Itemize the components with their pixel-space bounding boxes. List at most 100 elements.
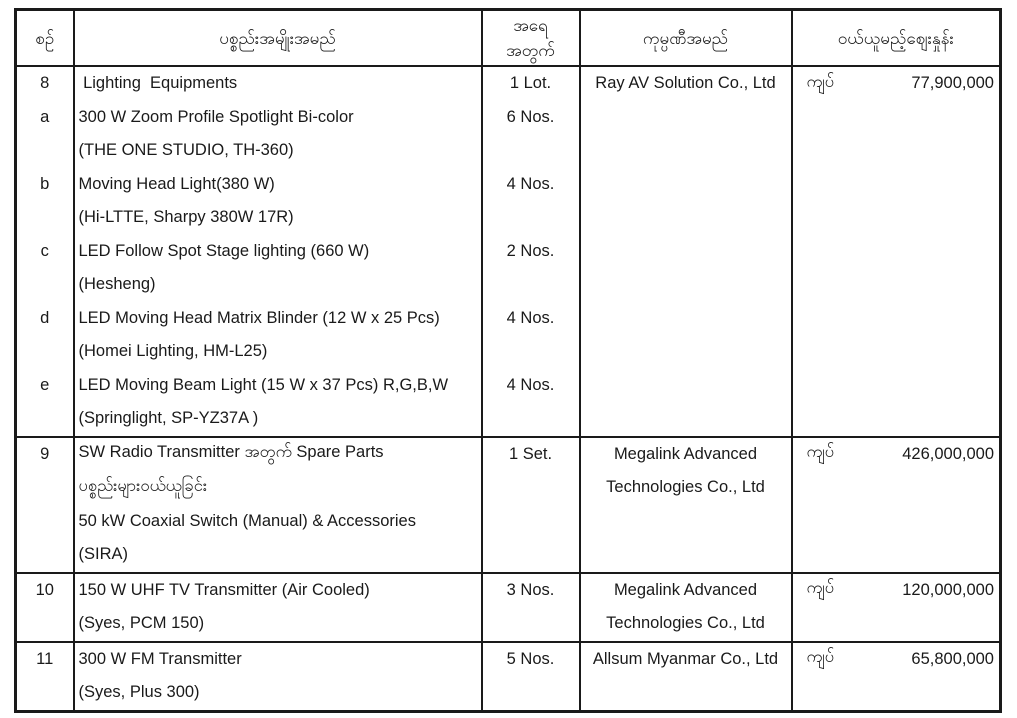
company-cell: Megalink Advanced Technologies Co., Ltd	[578, 571, 793, 643]
item-cell: 300 W FM Transmitter (Syes, Plus 300)	[72, 640, 483, 712]
header-qty-line2: အတွက်	[506, 41, 555, 60]
qty-cell: 3 Nos.	[480, 571, 581, 643]
qty-line: 3 Nos.	[506, 580, 555, 599]
row-number-cell: 8 a b c d e	[14, 65, 75, 438]
row-number-cell: 9	[14, 435, 75, 574]
qty-line	[483, 471, 579, 505]
item-line: LED Follow Spot Stage lighting (660 W)	[78, 241, 370, 260]
item-line: (SIRA)	[78, 545, 129, 564]
qty-line: 5 Nos.	[506, 649, 555, 668]
table-row: 9 SW Radio Transmitter အတွက် Spare Parts ပ…	[14, 435, 1002, 574]
row-number-line	[17, 201, 73, 235]
qty-cell: 5 Nos.	[480, 640, 581, 712]
row-number-cell: 10	[14, 571, 75, 643]
qty-line: 2 Nos.	[506, 241, 555, 260]
item-line: (Syes, Plus 300)	[78, 683, 200, 702]
row-number-line: d	[40, 308, 50, 327]
qty-line	[483, 335, 579, 369]
price-amount: 426,000,000	[902, 444, 994, 463]
table-body: 8 a b c d e Lighting Equipments 300 W Zoom Pro…	[14, 65, 1002, 712]
row-number-line: 9	[40, 444, 50, 463]
item-line: Moving Head Light(380 W)	[78, 174, 275, 193]
price-line: ကျပ် 65,800,000	[793, 643, 1000, 677]
price-amount: 77,900,000	[911, 74, 994, 93]
row-number-line: 10	[35, 580, 54, 599]
qty-line: 1 Lot.	[509, 74, 552, 93]
row-number-line: 8	[40, 74, 50, 93]
row-number-line	[17, 402, 73, 436]
item-line: (THE ONE STUDIO, TH-360)	[78, 141, 294, 160]
row-number-line	[17, 335, 73, 369]
item-line: ပစ္စည်းများဝယ်ယူခြင်း	[78, 476, 208, 495]
qty-line: 4 Nos.	[506, 174, 555, 193]
row-number-line	[17, 538, 73, 572]
header-company-label: ကုမ္ပဏီအမည်	[642, 28, 729, 48]
price-cell: ကျပ် 426,000,000	[790, 435, 1002, 574]
company-line: Megalink Advanced	[613, 580, 758, 599]
row-number-cell: 11	[14, 640, 75, 712]
item-cell: Lighting Equipments 300 W Zoom Profile Sp…	[72, 65, 483, 438]
company-line: Technologies Co., Ltd	[606, 614, 765, 633]
row-number-line	[17, 676, 73, 710]
qty-line	[483, 201, 579, 235]
qty-line	[483, 538, 579, 572]
row-number-line	[17, 505, 73, 539]
currency-label: ကျပ်	[806, 72, 835, 91]
header-item: ပစ္စည်းအမျိုးအမည်	[72, 8, 483, 67]
qty-line	[483, 402, 579, 436]
price-amount: 120,000,000	[902, 580, 994, 599]
price-cell: ကျပ် 120,000,000	[790, 571, 1002, 643]
table-row: 8 a b c d e Lighting Equipments 300 W Zoom Pro…	[14, 65, 1002, 438]
item-cell: SW Radio Transmitter အတွက် Spare Parts ပစ…	[72, 435, 483, 574]
header-item-label: ပစ္စည်းအမျိုးအမည်	[219, 28, 336, 48]
table-row: 11 300 W FM Transmitter (Syes, Plus 300) 5 …	[14, 640, 1002, 712]
item-line: (Hi-LTTE, Sharpy 380W 17R)	[78, 208, 294, 227]
header-qty: အရေ အတွက်	[480, 8, 581, 67]
item-line: LED Moving Beam Light (15 W x 37 Pcs) R,…	[78, 375, 449, 394]
company-cell: Ray AV Solution Co., Ltd	[578, 65, 793, 438]
header-price: ဝယ်ယူမည့်ဈေးနှုန်း	[790, 8, 1002, 67]
price-line: ကျပ် 120,000,000	[793, 574, 1000, 608]
table-header: စဉ် ပစ္စည်းအမျိုးအမည် အရေ အတွက် ကုမ္ပဏီအ…	[14, 8, 1002, 67]
qty-line: 1 Set.	[508, 444, 553, 463]
item-line: 300 W Zoom Profile Spotlight Bi-color	[78, 107, 354, 126]
item-line: (Homei Lighting, HM-L25)	[78, 342, 268, 361]
currency-label: ကျပ်	[806, 443, 835, 462]
qty-line: 6 Nos.	[506, 107, 555, 126]
item-line: LED Moving Head Matrix Blinder (12 W x 2…	[78, 308, 440, 327]
row-number-line: b	[40, 174, 50, 193]
header-price-label: ဝယ်ယူမည့်ဈေးနှုန်း	[837, 28, 954, 48]
currency-label: ကျပ်	[806, 579, 835, 598]
item-line: (Hesheng)	[78, 275, 156, 294]
qty-line	[483, 505, 579, 539]
row-number-line: e	[40, 375, 50, 394]
price-cell: ကျပ် 65,800,000	[790, 640, 1002, 712]
item-line: 50 kW Coaxial Switch (Manual) & Accessor…	[78, 511, 416, 530]
item-line: 150 W UHF TV Transmitter (Air Cooled)	[78, 580, 370, 599]
item-cell: 150 W UHF TV Transmitter (Air Cooled) (Sy…	[72, 571, 483, 643]
row-number-line	[17, 607, 73, 641]
procurement-table: စဉ် ပစ္စည်းအမျိုးအမည် အရေ အတွက် ကုမ္ပဏီအ…	[14, 8, 1002, 713]
qty-line: 4 Nos.	[506, 308, 555, 327]
price-amount: 65,800,000	[911, 649, 994, 668]
row-number-line	[17, 471, 73, 505]
company-line: Allsum Myanmar Co., Ltd	[592, 649, 779, 668]
row-number-line: 11	[36, 649, 54, 668]
row-number-line: a	[40, 107, 50, 126]
header-no-label: စဉ်	[35, 28, 55, 48]
item-line: Lighting Equipments	[78, 74, 238, 93]
qty-line	[483, 676, 579, 710]
row-number-line	[17, 268, 73, 302]
header-company: ကုမ္ပဏီအမည်	[578, 8, 793, 67]
qty-line	[483, 268, 579, 302]
header-no: စဉ်	[14, 8, 75, 67]
company-line: Ray AV Solution Co., Ltd	[595, 74, 776, 93]
qty-line: 4 Nos.	[506, 375, 555, 394]
row-number-line: c	[40, 241, 49, 260]
item-line: (Springlight, SP-YZ37A )	[78, 409, 259, 428]
company-line: Megalink Advanced	[613, 444, 758, 463]
price-cell: ကျပ် 77,900,000	[790, 65, 1002, 438]
header-qty-line1: အရေ	[513, 16, 548, 35]
qty-cell: 1 Lot. 6 Nos. 4 Nos. 2 Nos. 4 Nos. 4 Nos.	[480, 65, 581, 438]
